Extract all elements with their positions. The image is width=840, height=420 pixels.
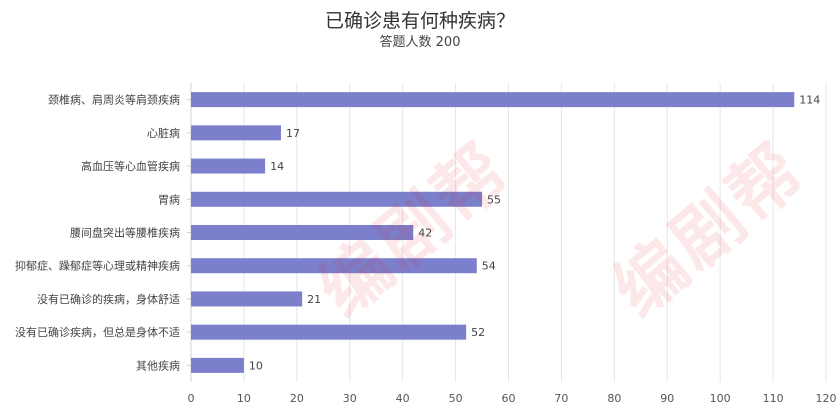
x-tick-label: 40 xyxy=(396,392,410,405)
bar xyxy=(191,258,477,274)
category-label: 其他疾病 xyxy=(136,358,180,372)
bar xyxy=(191,191,483,207)
data-label: 55 xyxy=(487,193,501,206)
category-label: 腰间盘突出等腰椎疾病 xyxy=(70,226,180,240)
category-label: 胃病 xyxy=(158,192,180,206)
x-tick-label: 100 xyxy=(710,392,731,405)
x-tick-label: 90 xyxy=(660,392,674,405)
x-tick-label: 10 xyxy=(237,392,251,405)
data-label: 17 xyxy=(286,127,300,140)
data-label: 21 xyxy=(307,293,321,306)
data-label: 114 xyxy=(799,94,820,107)
x-tick-label: 80 xyxy=(607,392,621,405)
bar xyxy=(191,357,244,373)
x-tick-label: 0 xyxy=(188,392,195,405)
category-label: 心脏病 xyxy=(147,126,180,140)
x-tick-label: 110 xyxy=(763,392,784,405)
bar xyxy=(191,324,467,340)
bar xyxy=(191,225,414,240)
category-label: 没有已确诊疾病，但总是身体不适 xyxy=(15,325,180,339)
x-tick-label: 120 xyxy=(816,392,837,405)
chart-subtitle: 答题人数 200 xyxy=(379,35,461,50)
x-tick-label: 30 xyxy=(343,392,357,405)
data-label: 52 xyxy=(471,326,485,339)
bar xyxy=(191,291,303,307)
x-tick-label: 50 xyxy=(449,392,463,405)
data-label: 10 xyxy=(249,359,263,372)
category-label: 抑郁症、躁郁症等心理或精神疾病 xyxy=(15,259,180,273)
bar xyxy=(191,125,281,141)
category-label: 没有已确诊的疾病，身体舒适 xyxy=(37,292,180,306)
x-tick-label: 20 xyxy=(290,392,304,405)
category-label: 颈椎病、肩周炎等肩颈疾病 xyxy=(48,93,180,107)
data-label: 14 xyxy=(270,160,284,173)
data-label: 42 xyxy=(418,227,432,240)
data-label: 54 xyxy=(482,260,496,273)
x-tick-label: 70 xyxy=(554,392,568,405)
bar xyxy=(191,92,795,108)
bar xyxy=(191,158,266,174)
x-tick-label: 60 xyxy=(502,392,516,405)
category-label: 高血压等心血管疾病 xyxy=(81,159,180,173)
chart-title: 已确诊患有何种疾病？ xyxy=(324,10,515,32)
